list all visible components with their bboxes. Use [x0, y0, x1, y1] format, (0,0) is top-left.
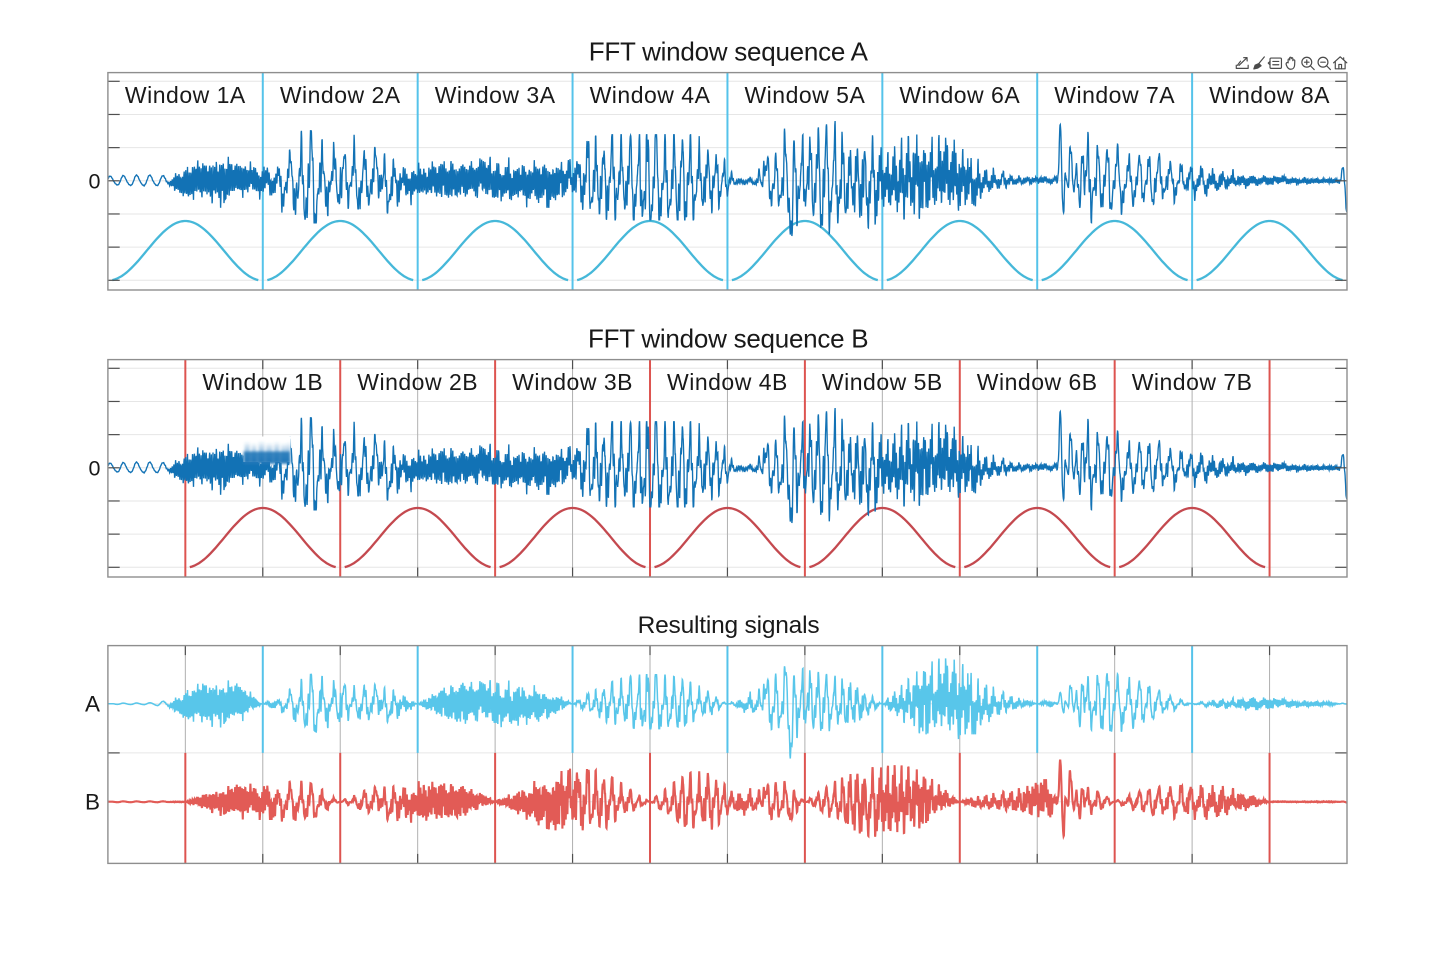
svg-text:0: 0 — [89, 169, 101, 193]
svg-text:Window 4A: Window 4A — [590, 82, 711, 108]
svg-text:Window 1A: Window 1A — [125, 82, 246, 108]
svg-text:Window 5A: Window 5A — [744, 82, 865, 108]
svg-text:Window 2A: Window 2A — [280, 82, 401, 108]
svg-text:Window 3A: Window 3A — [435, 82, 556, 108]
svg-text:Resulting signals: Resulting signals — [638, 612, 820, 639]
svg-text:B: B — [85, 789, 100, 814]
svg-text:Window 8A: Window 8A — [1209, 82, 1330, 108]
svg-text:Window 3B: Window 3B — [512, 369, 633, 395]
svg-text:Window 5B: Window 5B — [822, 369, 943, 395]
svg-text:0: 0 — [89, 456, 101, 480]
svg-text:A: A — [85, 691, 100, 716]
svg-text:FFT window sequence A: FFT window sequence A — [589, 36, 869, 66]
svg-text:Window 2B: Window 2B — [357, 369, 478, 395]
svg-text:Window 7B: Window 7B — [1132, 369, 1253, 395]
svg-text:Window 4B: Window 4B — [667, 369, 788, 395]
svg-text:Window 6A: Window 6A — [899, 82, 1020, 108]
svg-text:Window 1B: Window 1B — [202, 369, 323, 395]
svg-text:FFT window sequence B: FFT window sequence B — [588, 323, 868, 353]
svg-text:Window 7A: Window 7A — [1054, 82, 1175, 108]
svg-text:Window 6B: Window 6B — [977, 369, 1098, 395]
